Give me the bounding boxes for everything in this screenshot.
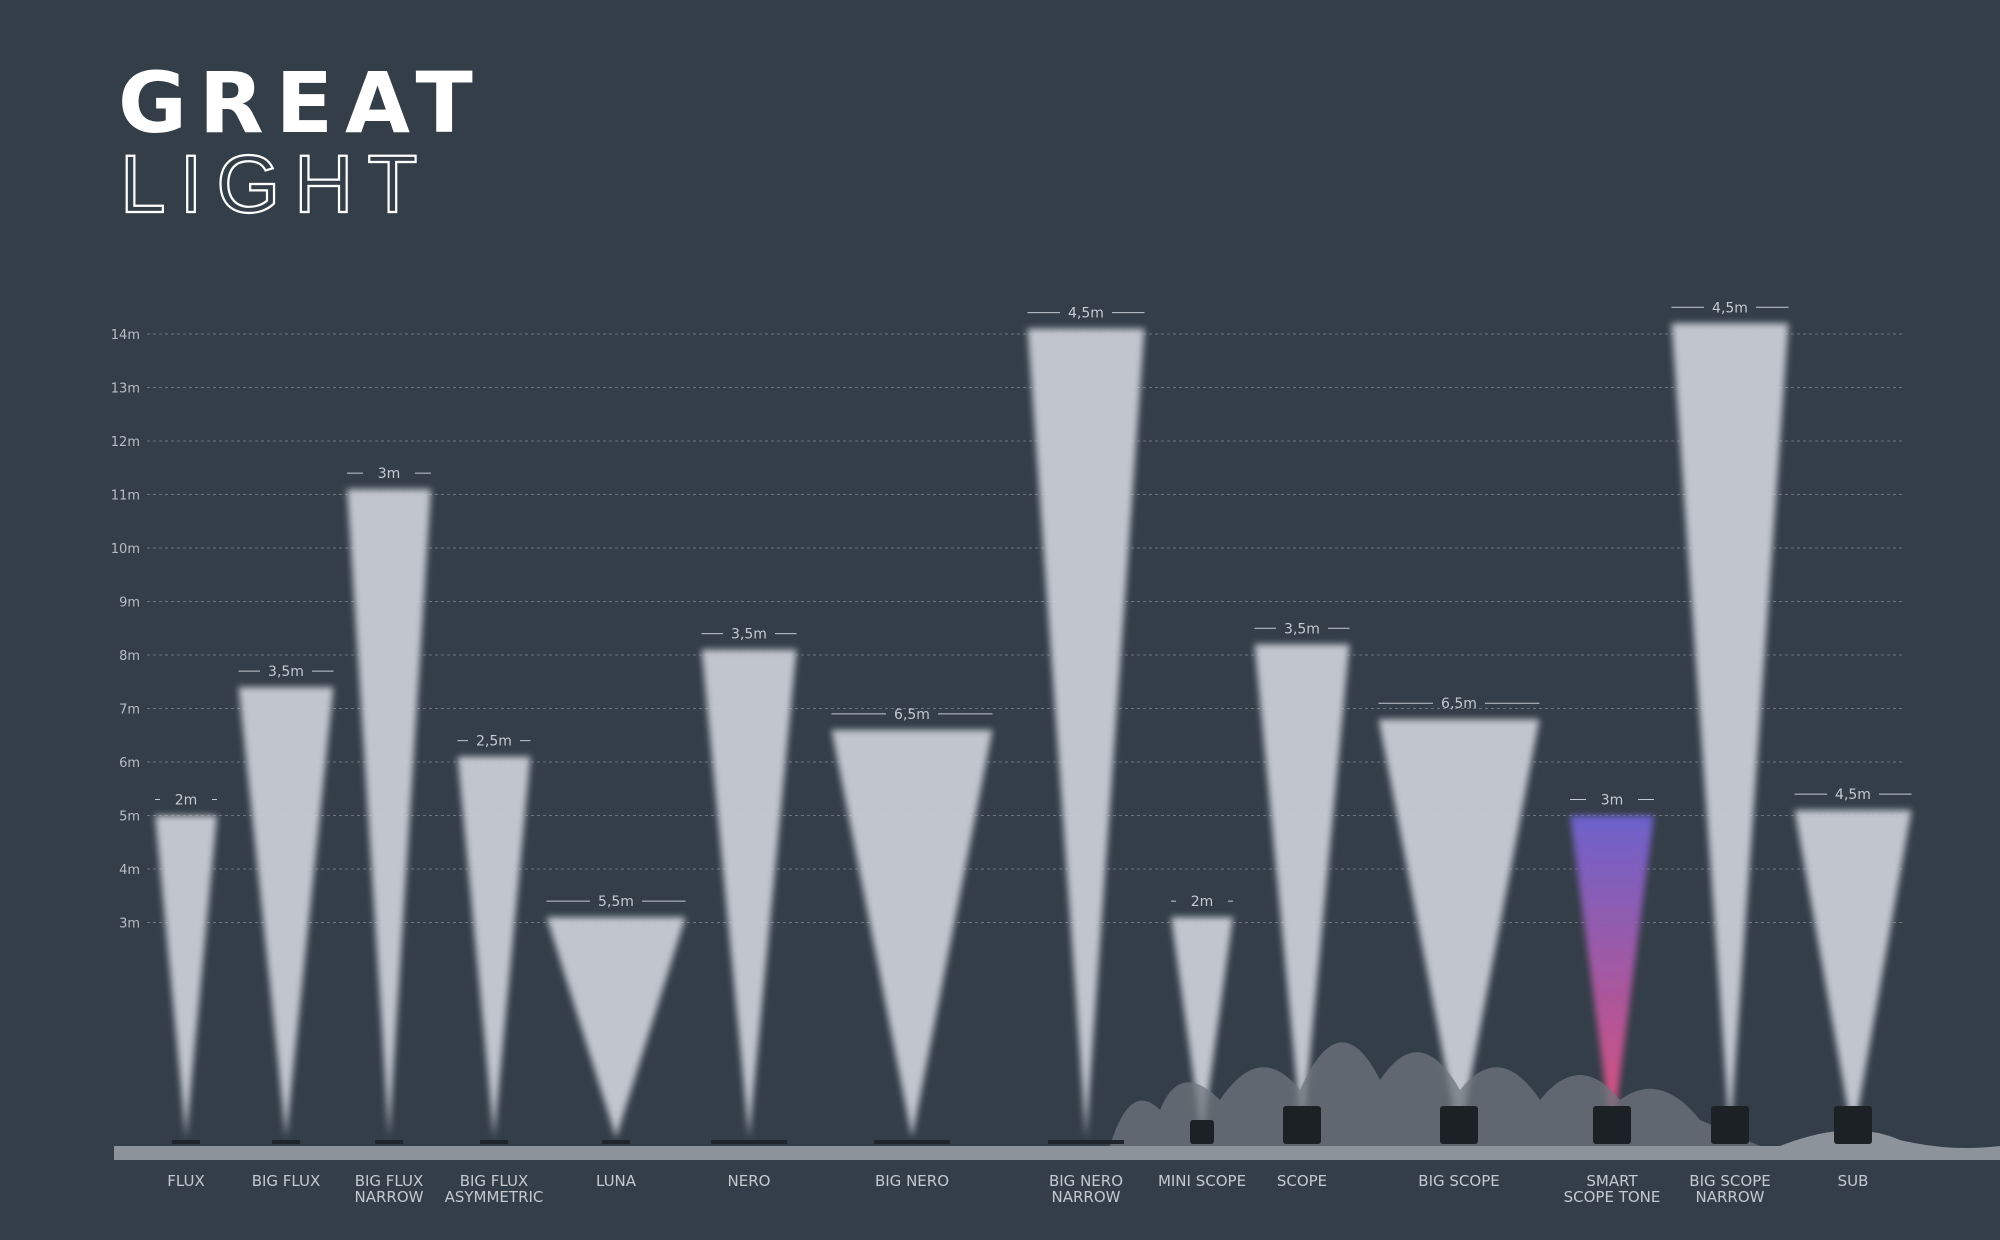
category-label: BIG SCOPE [1689, 1172, 1770, 1190]
fixture [1711, 1106, 1749, 1144]
fixture [375, 1140, 403, 1144]
width-label: 4,5m [1068, 306, 1104, 322]
width-label: 3m [1601, 793, 1624, 809]
beam [1671, 323, 1789, 1138]
fixture [1440, 1106, 1478, 1144]
y-tick-label: 12m [111, 435, 140, 450]
y-tick-label: 8m [119, 649, 140, 664]
beam [701, 649, 797, 1138]
beams [155, 323, 1912, 1138]
category-label: ASYMMETRIC [445, 1188, 544, 1206]
category-label: MINI SCOPE [1158, 1172, 1246, 1190]
fixture [602, 1140, 630, 1144]
category-label: NARROW [1696, 1188, 1765, 1206]
beam [546, 917, 686, 1138]
category-label: SUB [1838, 1172, 1869, 1190]
grid: 3m 4m 5m 6m 7m 8m 9m 10m 11m 12m 13m 14m [111, 328, 1903, 932]
beam [155, 815, 217, 1138]
y-tick-label: 7m [119, 703, 140, 718]
beam [347, 489, 431, 1138]
beam [457, 756, 531, 1138]
beam [1171, 917, 1233, 1138]
category-label: SCOPE [1277, 1172, 1327, 1190]
fixture [874, 1140, 950, 1144]
category-label: NARROW [355, 1188, 424, 1206]
y-tick-label: 10m [111, 542, 140, 557]
category-label: BIG FLUX [355, 1172, 424, 1190]
y-tick-label: 14m [111, 328, 140, 343]
subtitle: LIGHT [120, 139, 431, 230]
width-label: 6,5m [894, 707, 930, 723]
beam [238, 687, 334, 1138]
category-label: FLUX [167, 1172, 205, 1190]
fixture [272, 1140, 300, 1144]
category-label: BIG FLUX [252, 1172, 321, 1190]
width-label: 2m [175, 793, 198, 809]
width-label: 4,5m [1712, 300, 1748, 316]
y-tick-label: 5m [119, 810, 140, 825]
beam [1378, 719, 1540, 1138]
y-tick-label: 3m [119, 917, 140, 932]
category-label: BIG SCOPE [1418, 1172, 1499, 1190]
fixture [1190, 1120, 1214, 1144]
category-label: NARROW [1052, 1188, 1121, 1206]
fixture [480, 1140, 508, 1144]
width-label: 3m [378, 466, 401, 482]
ground-strip [114, 1130, 2000, 1160]
category-label: LUNA [596, 1172, 637, 1190]
beam [1570, 815, 1654, 1138]
width-label: 4,5m [1835, 787, 1871, 803]
fixture [1283, 1106, 1321, 1144]
category-label: SMART [1586, 1172, 1638, 1190]
y-tick-label: 9m [119, 596, 140, 611]
category-label: BIG FLUX [460, 1172, 529, 1190]
category-label: BIG NERO [875, 1172, 949, 1190]
category-label: NERO [728, 1172, 771, 1190]
width-label: 5,5m [598, 894, 634, 910]
width-label: 3,5m [731, 627, 767, 643]
fixture [172, 1140, 200, 1144]
width-label: 6,5m [1441, 696, 1477, 712]
y-tick-label: 4m [119, 863, 140, 878]
category-label: SCOPE TONE [1564, 1188, 1661, 1206]
y-tick-label: 6m [119, 756, 140, 771]
y-tick-label: 13m [111, 382, 140, 397]
fixture [711, 1140, 787, 1144]
beam [831, 729, 993, 1138]
category-label: BIG NERO [1049, 1172, 1123, 1190]
fixtures [172, 1106, 1872, 1144]
width-label: 2m [1191, 894, 1214, 910]
title: GREAT [118, 54, 485, 152]
width-label: 2,5m [476, 734, 512, 750]
beam [1794, 810, 1912, 1138]
fixture [1834, 1106, 1872, 1144]
fixture [1593, 1106, 1631, 1144]
y-tick-label: 11m [111, 489, 140, 504]
fixture [1048, 1140, 1124, 1144]
width-label: 3,5m [268, 664, 304, 680]
beam [1254, 644, 1350, 1138]
beam [1027, 328, 1145, 1138]
width-label: 3,5m [1284, 621, 1320, 637]
